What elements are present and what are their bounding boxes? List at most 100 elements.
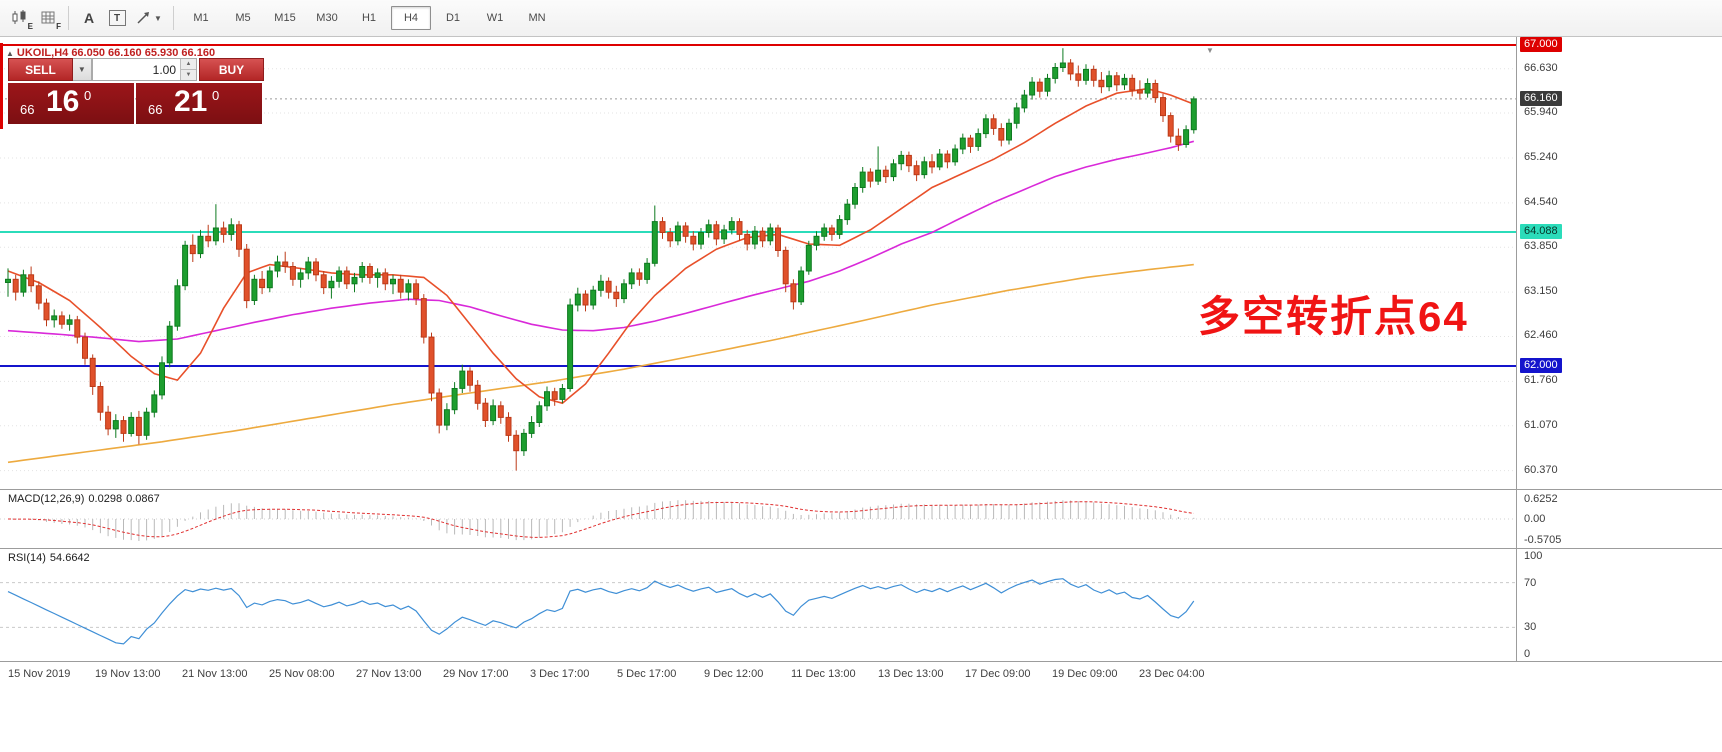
macd-label: MACD(12,26,9) 0.0298 0.0867 bbox=[8, 493, 164, 505]
time-axis[interactable]: 15 Nov 2019 19 Nov 13:00 21 Nov 13:00 25 No… bbox=[0, 662, 1722, 690]
symbol-ohlc-text: UKOIL,H4 66.050 66.160 65.930 66.160 bbox=[16, 47, 216, 59]
time-axis-label: 29 Nov 17:00 bbox=[443, 668, 509, 680]
ask-pips: 21 bbox=[174, 85, 208, 118]
timeframe-group: M1 M5 M15 M30 H1 H4 D1 W1 MN bbox=[180, 6, 558, 30]
text-tool-glyph: A bbox=[83, 10, 95, 26]
price-axis-label: 67.000 bbox=[1520, 37, 1562, 52]
timeframe-button-m5[interactable]: M5 bbox=[235, 12, 251, 24]
time-axis-label: 9 Dec 12:00 bbox=[704, 668, 764, 680]
chevron-down-icon: ▼ bbox=[77, 65, 86, 74]
price-axis-label: 60.370 bbox=[1524, 463, 1558, 476]
timeframe-button-m30[interactable]: M30 bbox=[316, 12, 338, 24]
chevron-down-icon: ▼ bbox=[154, 13, 162, 23]
price-axis-label: 61.760 bbox=[1524, 374, 1558, 387]
timeframe-button-d1[interactable]: D1 bbox=[445, 12, 461, 24]
stepper-up-icon[interactable]: ▲ bbox=[181, 59, 197, 70]
timeframe-button-m1[interactable]: M1 bbox=[193, 12, 209, 24]
time-axis-label: 13 Dec 13:00 bbox=[878, 668, 944, 680]
time-axis-label: 17 Dec 09:00 bbox=[965, 668, 1031, 680]
price-axis-label: 66.160 bbox=[1520, 90, 1562, 106]
trade-panel-prices: 66 16 0 66 21 0 bbox=[8, 83, 264, 124]
price-axis-label: 64.088 bbox=[1520, 223, 1562, 239]
chart-annotation: 多空转折点64 bbox=[1198, 293, 1469, 340]
grid-glyph bbox=[41, 11, 54, 24]
buy-button[interactable]: BUY bbox=[199, 58, 265, 81]
left-edge-marker-line bbox=[0, 43, 3, 129]
time-axis-label: 11 Dec 13:00 bbox=[791, 668, 856, 680]
cursor-glyph bbox=[137, 12, 150, 24]
macd-axis-label: -0.5705 bbox=[1524, 534, 1562, 546]
macd-value-main: 0.0298 bbox=[88, 493, 123, 505]
price-axis-label: 63.850 bbox=[1524, 240, 1558, 253]
price-axis-separator bbox=[1516, 490, 1517, 548]
toolbar-separator bbox=[68, 6, 69, 30]
time-axis-label: 5 Dec 17:00 bbox=[617, 668, 677, 680]
chart-candlesticks-icon[interactable]: E bbox=[6, 5, 34, 31]
ask-price-tile[interactable]: 66 21 0 bbox=[136, 83, 262, 124]
price-axis-label: 66.630 bbox=[1524, 61, 1558, 74]
time-axis-label: 25 Nov 08:00 bbox=[269, 668, 335, 680]
rsi-axis-label: 30 bbox=[1524, 621, 1537, 634]
line-studies-icon[interactable]: ▼ bbox=[131, 5, 167, 31]
rsi-label: RSI(14) 54.6642 bbox=[8, 552, 94, 564]
symbol-ohlc-header: ▲ UKOIL,H4 66.050 66.160 65.930 66.160 bbox=[6, 47, 215, 59]
price-axis-separator bbox=[1516, 549, 1517, 661]
rsi-axis-label: 0 bbox=[1524, 648, 1531, 660]
rsi-title: RSI(14) bbox=[8, 552, 46, 564]
main-chart-plot[interactable] bbox=[0, 37, 1516, 489]
ask-point: 0 bbox=[212, 88, 220, 103]
sell-button[interactable]: SELL bbox=[8, 58, 73, 81]
text-tool-icon[interactable]: A bbox=[75, 5, 103, 31]
time-axis-label: 27 Nov 13:00 bbox=[356, 668, 422, 680]
macd-value-signal: 0.0867 bbox=[126, 493, 160, 505]
candlesticks-glyph bbox=[12, 10, 26, 24]
timeframe-button-h1[interactable]: H1 bbox=[361, 12, 377, 24]
macd-title: MACD(12,26,9) bbox=[8, 493, 85, 505]
timeframe-button-m15[interactable]: M15 bbox=[274, 12, 296, 24]
grid-icon[interactable]: F bbox=[34, 5, 62, 31]
timeframe-button-w1[interactable]: W1 bbox=[486, 12, 504, 24]
volume-dropdown-button[interactable]: ▼ bbox=[72, 58, 92, 81]
rsi-value: 54.6642 bbox=[49, 552, 90, 564]
toolbar-separator bbox=[173, 6, 174, 30]
rsi-plot[interactable] bbox=[0, 549, 1516, 661]
timeframe-button-h4[interactable]: H4 bbox=[391, 6, 431, 30]
icon-badge: F bbox=[56, 22, 61, 31]
macd-plot[interactable] bbox=[0, 490, 1516, 548]
text-label-glyph: T bbox=[108, 10, 126, 26]
price-axis-separator bbox=[1516, 37, 1517, 489]
time-axis-label: 19 Nov 13:00 bbox=[95, 668, 161, 680]
rsi-panel[interactable]: RSI(14) 54.6642 100 70 30 0 bbox=[0, 548, 1722, 662]
bid-price-tile[interactable]: 66 16 0 bbox=[8, 83, 134, 124]
price-axis-label: 65.940 bbox=[1524, 106, 1558, 119]
chart-shift-marker-icon: ▼ bbox=[1206, 46, 1214, 55]
price-axis-label: 65.240 bbox=[1524, 150, 1558, 163]
icon-badge: E bbox=[27, 22, 33, 31]
price-axis-label: 61.070 bbox=[1524, 418, 1558, 431]
ask-int: 66 bbox=[148, 102, 163, 117]
volume-input[interactable] bbox=[92, 59, 197, 80]
macd-axis-label: 0.6252 bbox=[1524, 493, 1558, 505]
price-axis-label: 63.150 bbox=[1524, 285, 1558, 298]
one-click-trading-panel: SELL ▼ ▲ ▼ BUY 66 16 0 66 21 0 bbox=[8, 58, 265, 124]
price-axis-label: 62.000 bbox=[1520, 358, 1562, 373]
timeframe-button-mn[interactable]: MN bbox=[528, 12, 546, 24]
collapse-arrow-icon[interactable]: ▲ bbox=[6, 49, 14, 58]
price-axis-label: 62.460 bbox=[1524, 329, 1558, 342]
time-axis-label: 23 Dec 04:00 bbox=[1139, 668, 1205, 680]
macd-panel[interactable]: MACD(12,26,9) 0.0298 0.0867 0.6252 0.00 -0.5… bbox=[0, 489, 1722, 548]
time-axis-label: 19 Dec 09:00 bbox=[1052, 668, 1118, 680]
time-axis-label: 15 Nov 2019 bbox=[8, 668, 71, 680]
rsi-axis-label: 100 bbox=[1524, 550, 1543, 562]
bid-int: 66 bbox=[20, 102, 35, 117]
main-chart-panel[interactable]: ▲ UKOIL,H4 66.050 66.160 65.930 66.160 SE… bbox=[0, 37, 1722, 489]
bid-point: 0 bbox=[84, 88, 92, 103]
text-label-tool-icon[interactable]: T bbox=[103, 5, 131, 31]
stepper-down-icon[interactable]: ▼ bbox=[181, 70, 197, 80]
volume-stepper: ▲ ▼ bbox=[180, 59, 197, 80]
bid-pips: 16 bbox=[46, 85, 80, 118]
trade-panel-controls: SELL ▼ ▲ ▼ BUY bbox=[8, 58, 265, 81]
toolbar: E F A T ▼ M1 M5 M15 M30 H1 H4 D1 W1 MN bbox=[0, 0, 1722, 37]
rsi-axis-label: 70 bbox=[1524, 576, 1537, 589]
time-axis-label: 21 Nov 13:00 bbox=[182, 668, 248, 680]
